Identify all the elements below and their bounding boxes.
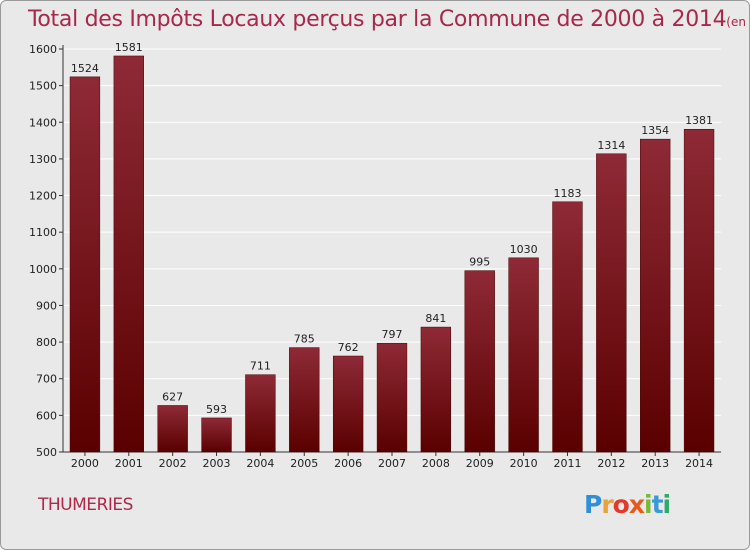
bars — [69, 55, 715, 453]
title-unit: (en milliers d'€) — [726, 15, 749, 29]
y-tick-label: 1000 — [29, 263, 57, 276]
data-label: 797 — [382, 328, 403, 341]
y-tick-label: 1400 — [29, 116, 57, 129]
x-tick-label: 2007 — [378, 457, 406, 470]
y-tick-label: 500 — [36, 446, 57, 459]
logo-letter: x — [628, 490, 645, 519]
commune-name: THUMERIES — [38, 495, 133, 515]
x-tick-label: 2010 — [510, 457, 538, 470]
y-tick-label: 600 — [36, 409, 57, 422]
x-tick-label: 2013 — [641, 457, 669, 470]
bar — [640, 138, 671, 453]
x-tick-label: 2000 — [71, 457, 99, 470]
bar — [420, 326, 452, 453]
title-text: Total des Impôts Locaux perçus par la Co… — [28, 7, 727, 32]
x-tick-label: 2014 — [685, 457, 713, 470]
x-tick-label: 2001 — [115, 457, 143, 470]
proxiti-logo: Proxiti — [584, 490, 672, 519]
y-tick-label: 800 — [36, 336, 57, 349]
x-tick-label: 2006 — [334, 457, 362, 470]
bar — [596, 153, 627, 453]
x-tick-label: 2002 — [159, 457, 187, 470]
data-label: 785 — [294, 333, 315, 346]
logo-letter: i — [662, 490, 672, 519]
bar — [464, 270, 495, 453]
data-label: 1524 — [71, 62, 99, 75]
y-tick-label: 700 — [36, 373, 57, 386]
data-label: 1183 — [553, 187, 581, 200]
logo-letter: P — [584, 490, 602, 519]
x-tick-label: 2012 — [597, 457, 625, 470]
bar — [683, 128, 715, 453]
x-tick-label: 2008 — [422, 457, 450, 470]
logo-letter: i — [644, 490, 653, 519]
x-tick-label: 2009 — [466, 457, 494, 470]
data-label: 1381 — [685, 114, 713, 127]
data-label: 1581 — [115, 41, 143, 54]
chart-title: Total des Impôts Locaux perçus par la Co… — [28, 7, 749, 32]
bar — [245, 374, 276, 453]
data-label: 762 — [338, 341, 359, 354]
data-label: 711 — [250, 360, 271, 373]
x-tick-label: 2003 — [203, 457, 231, 470]
y-tick-label: 1200 — [29, 190, 57, 203]
y-tick-label: 1500 — [29, 80, 57, 93]
bar — [289, 347, 320, 453]
x-tick-label: 2005 — [290, 457, 318, 470]
logo-letter: r — [601, 490, 613, 519]
y-tick-label: 900 — [36, 299, 57, 312]
bar — [201, 417, 232, 453]
data-label: 1030 — [510, 243, 538, 256]
data-label: 593 — [206, 403, 227, 416]
bar — [157, 405, 188, 453]
logo-letter: o — [612, 490, 630, 519]
bar — [69, 76, 101, 453]
y-tick-label: 1300 — [29, 153, 57, 166]
data-label: 995 — [469, 256, 490, 269]
y-tick-label: 1600 — [29, 43, 57, 56]
logo-letter: t — [651, 490, 664, 519]
data-label: 1354 — [641, 124, 669, 137]
x-tick-label: 2004 — [246, 457, 274, 470]
bar — [113, 55, 144, 453]
bar — [376, 342, 408, 453]
x-tick-label: 2011 — [553, 457, 581, 470]
bar — [332, 355, 364, 453]
bar — [552, 201, 583, 453]
data-label: 627 — [162, 390, 183, 403]
data-label: 1314 — [597, 139, 625, 152]
bar — [508, 257, 539, 453]
data-label: 841 — [425, 312, 446, 325]
data-labels: 1524 1581 627 593 711 785 762 797 841 995 1030 1183… — [71, 41, 713, 416]
y-tick-label: 1100 — [29, 226, 57, 239]
